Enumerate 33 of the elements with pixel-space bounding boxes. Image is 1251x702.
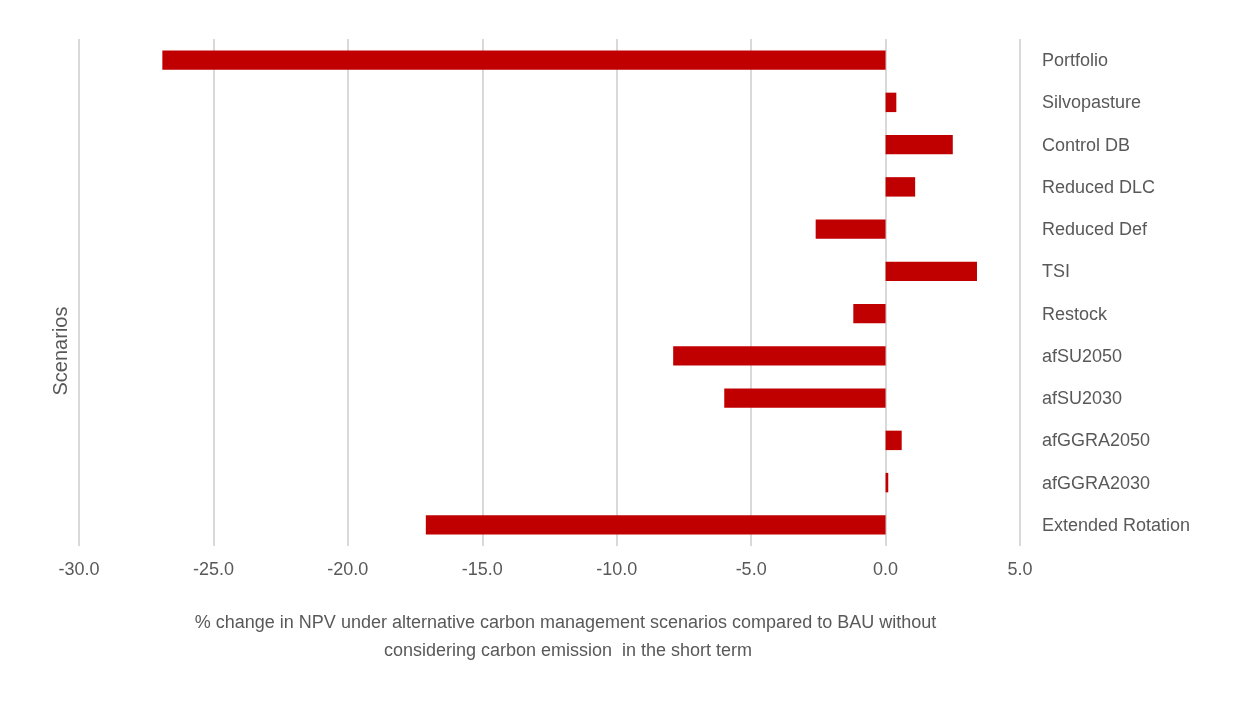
bar <box>673 346 886 366</box>
y-tick-label: Silvopasture <box>1042 92 1142 113</box>
x-tick-label: -30.0 <box>58 559 100 579</box>
y-tick-label: afGGRA2050 <box>1042 430 1151 451</box>
y-tick-label: Restock <box>1042 303 1109 324</box>
x-tick-label: 5.0 <box>1007 559 1033 579</box>
y-tick-label: afSU2030 <box>1042 388 1123 409</box>
x-tick-label: -25.0 <box>192 559 234 579</box>
y-tick-label: afSU2050 <box>1042 345 1123 366</box>
bar <box>885 134 953 155</box>
x-tick-label: -5.0 <box>735 559 767 579</box>
y-tick-label: Extended Rotation <box>1042 514 1191 535</box>
y-tick-label: Portfolio <box>1042 50 1109 71</box>
y-tick-label: TSI <box>1042 261 1071 282</box>
x-axis-title: % change in NPV under alternative carbon management scenarios compared to BAU without considering carbon emission in the short term <box>194 612 942 660</box>
x-tick-label: -20.0 <box>327 559 369 579</box>
bar <box>853 303 886 324</box>
x-tick-label: -15.0 <box>461 559 503 579</box>
x-tick-label: 0.0 <box>873 559 899 579</box>
bar <box>425 515 886 535</box>
y-axis-title: Scenarios <box>49 306 71 396</box>
bar <box>724 388 886 408</box>
bar <box>885 430 902 451</box>
x-tick-label: -10.0 <box>596 559 638 579</box>
bar <box>885 177 916 197</box>
bar <box>162 50 886 70</box>
y-tick-label: Reduced DLC <box>1042 176 1156 197</box>
bar <box>885 261 977 282</box>
bar <box>815 219 886 239</box>
bar <box>885 92 897 113</box>
y-tick-label: Control DB <box>1042 134 1131 155</box>
y-tick-label: afGGRA2030 <box>1042 472 1151 493</box>
y-tick-label: Reduced Def <box>1042 219 1149 240</box>
